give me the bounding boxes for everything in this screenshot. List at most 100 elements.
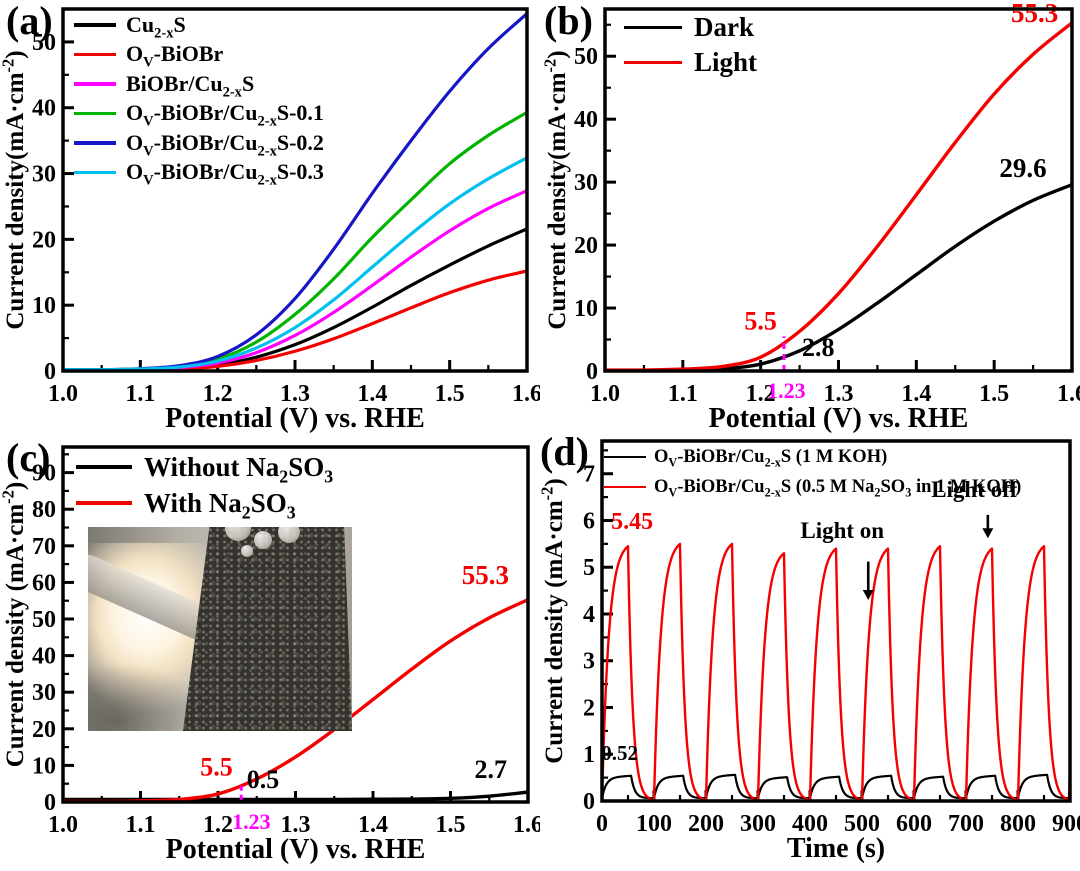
legend-line-swatch (74, 141, 116, 145)
bubble (278, 527, 301, 543)
x-tick-label: 1.2 (203, 381, 233, 407)
legend-entry: Without Na2SO3 (76, 449, 333, 485)
annotation-5-45: 5.45 (611, 509, 653, 535)
plot-background (602, 441, 1070, 801)
legend-entry: OV-BiOBr/Cu2-xS-0.3 (74, 158, 324, 188)
y-tick-label: 50 (574, 44, 598, 70)
legend-line-swatch (604, 485, 646, 489)
series-light (605, 21, 1072, 371)
legend-entry-label: OV-BiOBr/Cu2-xS-0.2 (126, 129, 324, 160)
y-tick-label: 70 (32, 534, 56, 560)
plot-background (63, 9, 527, 371)
x-tick-label: 1.0 (48, 812, 78, 838)
series-ov-biobr-cu2-xs-0-3 (63, 156, 527, 371)
series-group (602, 542, 1070, 801)
y-tick-label: 30 (32, 162, 56, 188)
panel-b: (b) Current density(mA·cm-2) Potential (… (540, 0, 1080, 435)
x-tick-label: 1.4 (357, 381, 387, 407)
dark-electrode (183, 527, 352, 731)
annotation-1-23: 1.23 (767, 378, 806, 403)
annotation-55-3: 55.3 (1011, 0, 1058, 28)
legend-line-swatch (76, 465, 132, 469)
x-tick-label: 1.4 (358, 812, 388, 838)
bubble (225, 527, 252, 541)
x-tick-label: 200 (688, 811, 724, 837)
y-tick-label: 0 (44, 359, 56, 385)
x-tick-label: 1.3 (281, 812, 311, 838)
y-tick-label: 1 (583, 742, 595, 768)
x-tick-label: 500 (844, 811, 880, 837)
y-tick-label: 0 (586, 359, 598, 385)
panel-d-plot: 0 100 200 300 400 500 600 700 800 900 0 1 2 3 4 5 6 7 5.45… (583, 439, 1080, 837)
electrode-photo-inset (88, 527, 352, 731)
y-tick-label: 30 (32, 680, 56, 706)
bubble (254, 531, 273, 550)
y-tick-label: 0 (583, 789, 595, 815)
x-tick-label: 1.2 (203, 812, 233, 838)
x-tick-label: 1.2 (746, 381, 776, 407)
y-tick-label: 5 (583, 555, 595, 581)
y-tick-label: 80 (32, 497, 56, 523)
x-tick-label: 1.5 (436, 812, 466, 838)
y-tick-label: 10 (32, 293, 56, 319)
legend-entry: OV-BiOBr/Cu2-xS-0.2 (74, 128, 324, 158)
legend-entry: OV-BiOBr/Cu2-xS (0.5 M Na2SO3 in 1 M KOH… (604, 472, 1021, 502)
y-tick-label: 4 (583, 602, 595, 628)
x-tick-label: 900 (1052, 811, 1080, 837)
x-tick-label: 1.6 (1057, 381, 1080, 407)
legend-entry-label: Dark (694, 12, 754, 42)
x-tick-label: 1.5 (435, 381, 465, 407)
panel-c-label: (c) (6, 435, 51, 480)
y-tick-label: 40 (32, 644, 56, 670)
y-tick-label: 3 (583, 649, 595, 675)
x-tick-label: 0 (596, 811, 608, 837)
x-tick-label: 1.1 (668, 381, 698, 407)
y-tick-label: 7 (583, 462, 595, 488)
annotation-2-8: 2.8 (802, 333, 835, 362)
legend-line-swatch (604, 455, 646, 459)
legend-entry: OV-BiOBr/Cu2-xS-0.1 (74, 99, 324, 129)
annotation-1-23: 1.23 (232, 809, 271, 834)
annotation-arrow (862, 561, 874, 600)
y-tick-label: 90 (32, 461, 56, 487)
x-tick-label: 1.6 (513, 812, 540, 838)
annotation-55-3: 55.3 (462, 560, 509, 590)
panel-d-x-axis-label: Time (s) (786, 833, 886, 864)
panel-b-y-axis-label: Current density(mA·cm-2) (540, 50, 571, 330)
legend-entry: Dark (624, 10, 757, 45)
x-tick-label: 1.3 (824, 381, 854, 407)
panel-a-label: (a) (6, 0, 53, 43)
plot-border (61, 445, 530, 804)
legend-line-swatch (74, 82, 116, 86)
legend-entry-label: OV-BiOBr/Cu2-xS-0.1 (126, 100, 324, 130)
legend-entry-label: BiOBr/Cu2-xS (126, 70, 255, 101)
axis-ticks: 1.0 1.1 1.2 1.3 1.4 1.5 1.6 0 10 20 30 40 50 (574, 23, 1080, 407)
legend-entry: With Na2SO3 (76, 485, 333, 521)
panel-c-x-axis-label: Potential (V) vs. RHE (165, 834, 426, 865)
panel-d: (d) Current density (mA·cm-2) Time (s) 0… (540, 435, 1080, 871)
axis-ticks: 0 100 200 300 400 500 600 700 800 900 0 1 2 3 4 5 6 7 (583, 449, 1080, 837)
y-tick-label: 10 (574, 296, 598, 322)
annotation-2-7: 2.7 (475, 755, 508, 784)
y-tick-label: 40 (574, 107, 598, 133)
x-tick-label: 1.6 (512, 381, 540, 407)
legend-line-swatch (74, 52, 116, 56)
axis-ticks: 1.0 1.1 1.2 1.3 1.4 1.5 1.6 0 10 20 30 40 50 (32, 7, 540, 407)
y-tick-label: 6 (583, 508, 595, 534)
annotation-light-on: Light on (800, 518, 884, 543)
x-tick-label: 400 (792, 811, 828, 837)
annotation-5-5: 5.5 (744, 306, 777, 335)
x-tick-label: 1.0 (590, 381, 620, 407)
panel-c-legend: Without Na2SO3 With Na2SO3 (76, 449, 333, 521)
legend-entry-label: Light (694, 47, 758, 77)
legend-line-swatch (76, 501, 132, 505)
annotation-5-5: 5.5 (200, 753, 233, 782)
legend-line-swatch (624, 25, 682, 30)
legend-line-swatch (74, 170, 116, 174)
y-tick-label: 20 (32, 227, 56, 253)
legend-entry-label: OV-BiOBr/Cu2-xS-0.3 (126, 159, 324, 189)
legend-entry: Light (624, 45, 757, 80)
y-tick-label: 2 (583, 695, 595, 721)
y-tick-label: 10 (32, 753, 56, 779)
